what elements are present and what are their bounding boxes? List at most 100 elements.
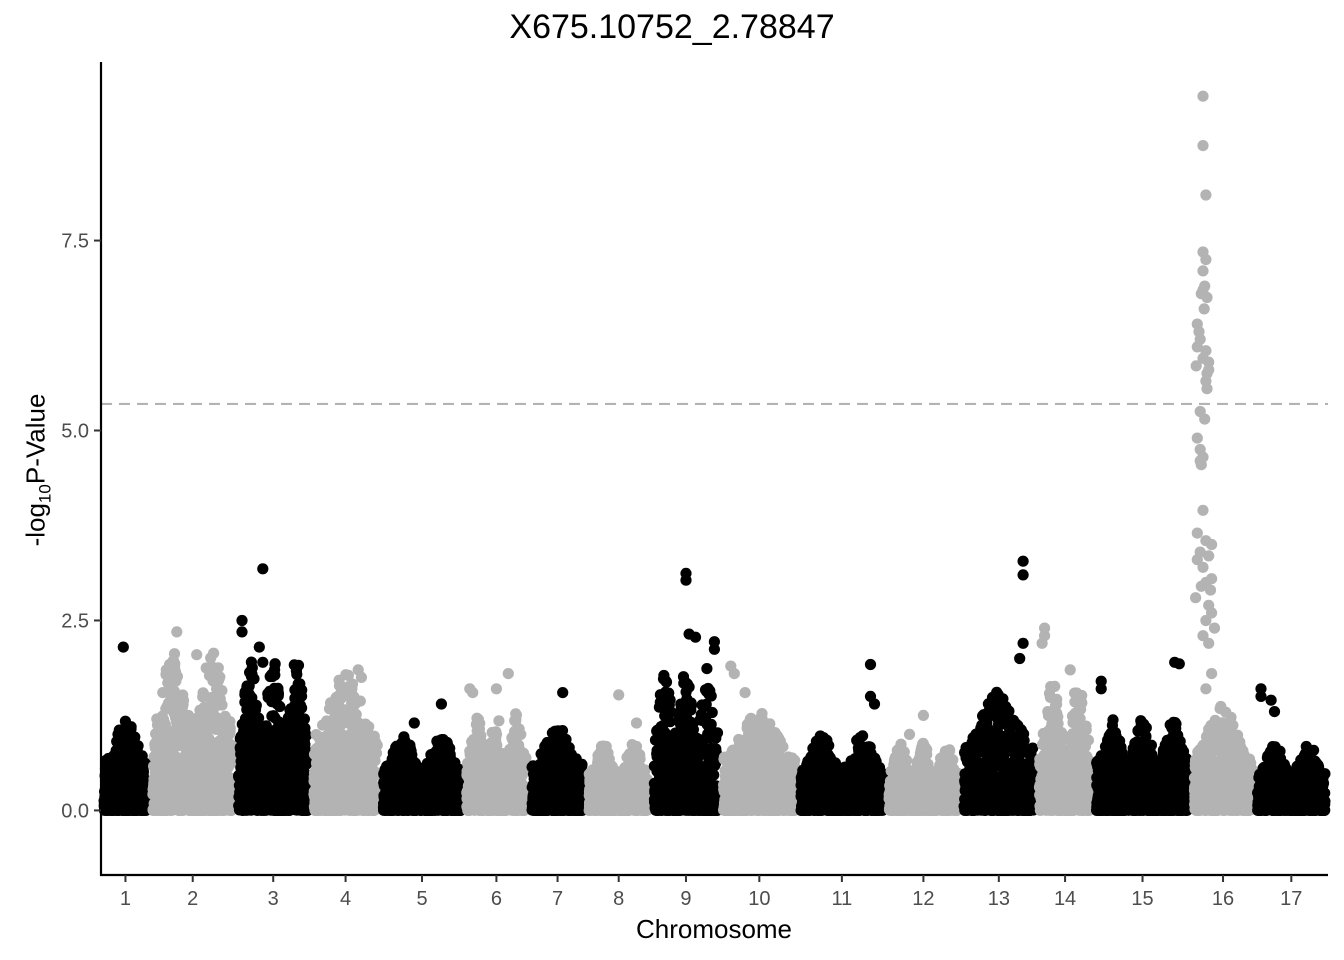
snp-point: [171, 752, 183, 764]
snp-point: [629, 754, 641, 767]
snp-point: [215, 764, 228, 776]
snp-point: [419, 801, 431, 813]
snp-point: [298, 794, 311, 806]
snp-point: [330, 774, 343, 786]
chromosome-3-points: [233, 563, 314, 817]
chromosome-7-points: [526, 687, 589, 817]
snp-point: [505, 774, 517, 787]
snp-point: [528, 765, 540, 777]
chromosome-4-points: [308, 664, 383, 817]
snp-point: [606, 782, 618, 794]
snp-point: [599, 803, 611, 815]
snp-point: [197, 748, 209, 761]
snp-point: [349, 797, 361, 809]
snp-point: [296, 804, 309, 816]
snp-point: [296, 684, 308, 696]
points-layer: [98, 90, 1331, 817]
snp-point: [405, 803, 417, 815]
snp-point: [562, 745, 574, 757]
snp-point: [488, 798, 500, 811]
snp-point: [406, 772, 418, 784]
snp-point: [210, 673, 223, 686]
snp-point: [205, 652, 217, 664]
snp-point: [203, 712, 215, 724]
snp-point: [627, 784, 640, 796]
snp-point: [166, 789, 179, 801]
snp-point: [310, 729, 322, 741]
snp-point: [106, 803, 118, 815]
snp-point: [200, 662, 212, 674]
snp-point: [191, 731, 203, 743]
snp-point: [380, 804, 392, 816]
snp-point: [205, 801, 217, 814]
snp-point: [189, 742, 201, 755]
snp-point: [121, 720, 133, 733]
snp-point: [551, 804, 563, 816]
chromosome-8-points: [583, 689, 654, 817]
snp-point: [500, 752, 512, 764]
snp-point: [252, 803, 265, 815]
snp-point: [513, 739, 525, 751]
snp-point-hit: [557, 687, 569, 699]
snp-point-hit: [253, 641, 265, 653]
snp-point-hit: [117, 641, 129, 653]
snp-point: [493, 715, 505, 727]
snp-point: [557, 758, 569, 770]
snp-point-hit: [257, 656, 269, 668]
snp-point: [527, 791, 539, 803]
snp-point: [123, 750, 135, 762]
snp-point: [547, 727, 559, 740]
snp-point: [124, 793, 136, 805]
snp-point: [329, 804, 341, 816]
snp-point: [317, 719, 329, 731]
snp-point: [310, 785, 322, 797]
snp-point: [138, 801, 150, 813]
snp-point-hit: [467, 687, 479, 699]
snp-point: [274, 700, 286, 713]
snp-point: [346, 774, 358, 786]
snp-point: [541, 751, 553, 763]
snp-point-hit: [171, 626, 183, 638]
snp-point: [596, 776, 609, 788]
snp-point: [479, 770, 491, 783]
snp-point: [437, 799, 449, 811]
snp-point: [187, 722, 199, 735]
snp-point: [214, 693, 226, 705]
snp-point: [514, 750, 526, 762]
snp-point: [103, 774, 115, 786]
snp-point: [435, 785, 448, 797]
snp-point: [333, 674, 345, 686]
snp-point: [224, 716, 236, 728]
snp-point-hit: [613, 689, 625, 701]
snp-point: [166, 770, 178, 783]
snp-point: [174, 796, 186, 808]
snp-point: [127, 804, 140, 817]
chromosome-9-points: [648, 567, 724, 817]
snp-point: [338, 785, 350, 797]
snp-point: [213, 724, 225, 736]
snp-point: [162, 677, 174, 689]
snp-point: [403, 739, 415, 751]
snp-point: [204, 692, 216, 704]
snp-point: [291, 668, 303, 681]
snp-point: [234, 743, 246, 755]
snp-point: [239, 689, 251, 701]
snp-point: [207, 764, 219, 776]
snp-point: [617, 804, 629, 816]
snp-point: [481, 754, 493, 767]
snp-point: [634, 804, 646, 816]
snp-point: [477, 804, 489, 816]
snp-point: [637, 781, 649, 793]
snp-point-hit: [191, 649, 203, 661]
snp-point: [503, 803, 516, 816]
snp-point: [242, 699, 254, 711]
snp-point: [329, 711, 341, 723]
snp-point: [158, 803, 170, 816]
snp-point-hit: [236, 626, 248, 638]
snp-point: [103, 791, 115, 803]
snp-point: [160, 668, 172, 681]
snp-point: [350, 708, 362, 721]
snp-point: [363, 790, 375, 802]
snp-point: [177, 694, 190, 707]
